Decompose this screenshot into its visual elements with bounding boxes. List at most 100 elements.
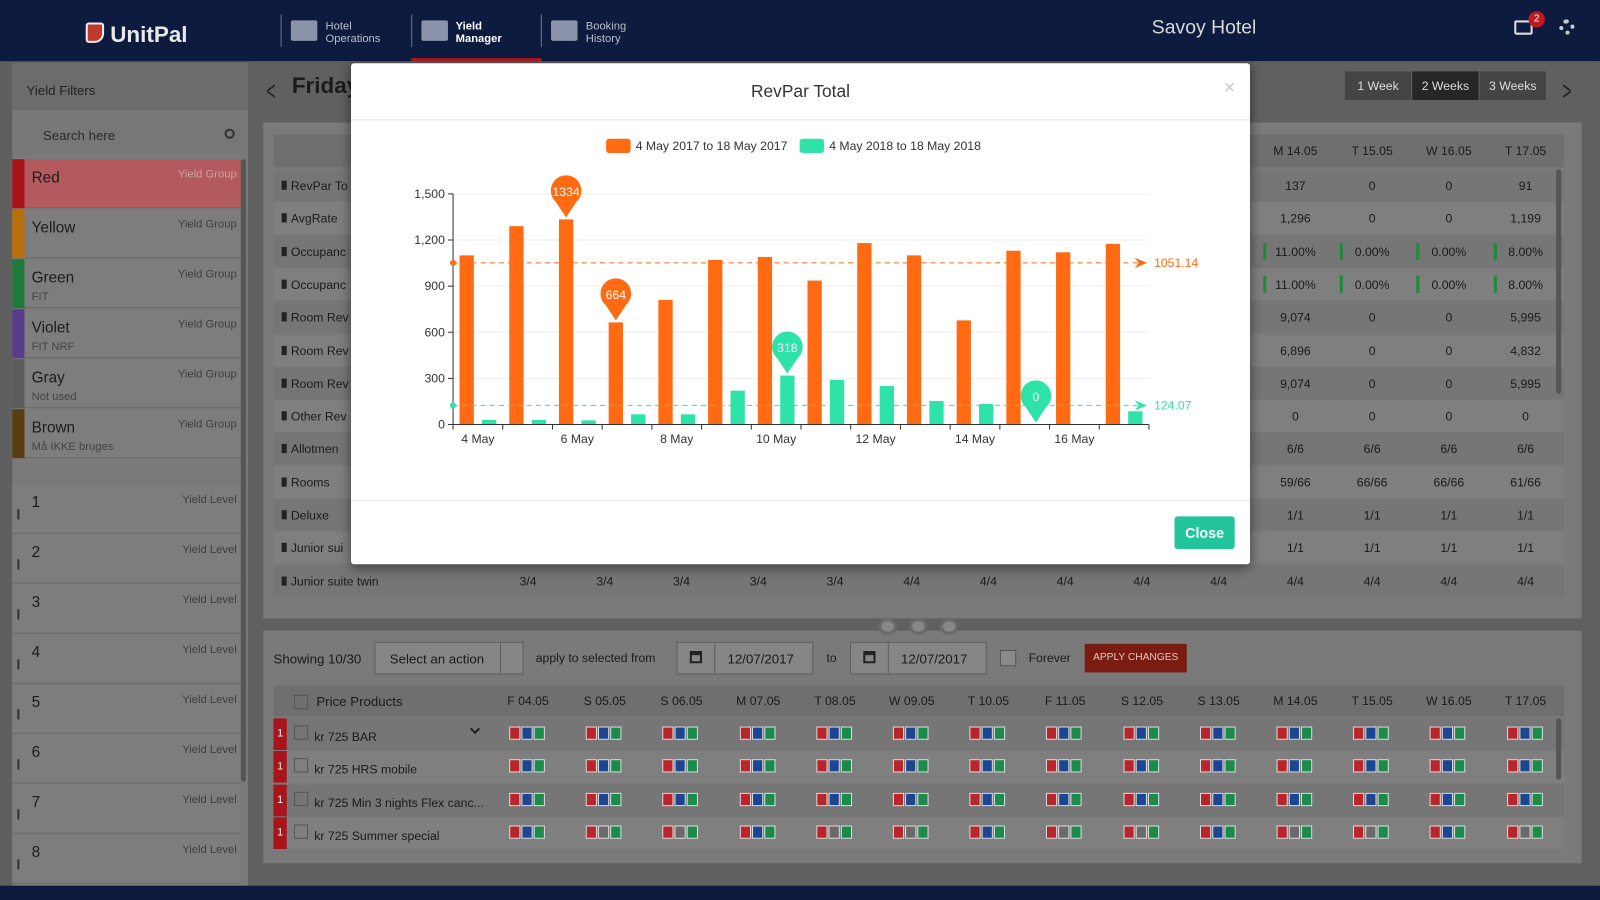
action-icon[interactable]	[1442, 792, 1454, 806]
action-icon[interactable]	[598, 825, 610, 839]
mail-icon[interactable]	[1514, 20, 1533, 35]
action-icon[interactable]	[905, 759, 917, 773]
action-icon[interactable]	[509, 825, 521, 839]
action-icon[interactable]	[1377, 759, 1389, 773]
action-icon[interactable]	[1276, 759, 1288, 773]
action-icon[interactable]	[533, 792, 545, 806]
action-icon[interactable]	[1531, 825, 1543, 839]
action-icon[interactable]	[1365, 726, 1377, 740]
action-icon[interactable]	[994, 792, 1006, 806]
action-icon[interactable]	[1377, 825, 1389, 839]
yield-group[interactable]	[12, 259, 241, 309]
action-icon[interactable]	[981, 726, 994, 740]
prev-arrow[interactable]: <	[266, 75, 276, 107]
action-icon[interactable]	[674, 759, 687, 773]
action-icon[interactable]	[1442, 759, 1454, 773]
action-icon[interactable]	[1518, 759, 1531, 773]
action-icon[interactable]	[1058, 759, 1070, 773]
action-icon[interactable]	[969, 825, 981, 839]
action-icon[interactable]	[840, 759, 852, 773]
action-icon[interactable]	[1531, 726, 1543, 740]
action-icon[interactable]	[969, 759, 981, 773]
action-icon[interactable]	[751, 759, 763, 773]
action-icon[interactable]	[828, 825, 840, 839]
action-icon[interactable]	[1135, 792, 1147, 806]
action-icon[interactable]	[1276, 726, 1288, 740]
action-icon[interactable]	[585, 825, 598, 839]
yield-level[interactable]	[12, 534, 241, 584]
action-icon[interactable]	[610, 759, 622, 773]
action-icon[interactable]	[687, 726, 699, 740]
action-icon[interactable]	[598, 726, 610, 740]
action-icon[interactable]	[687, 759, 699, 773]
checkbox[interactable]	[293, 791, 309, 806]
checkbox[interactable]	[293, 694, 309, 710]
action-icon[interactable]	[521, 759, 533, 773]
yield-level[interactable]	[12, 584, 241, 634]
action-icon[interactable]	[533, 759, 545, 773]
action-icon[interactable]	[662, 792, 674, 806]
action-icon[interactable]	[1199, 759, 1212, 773]
action-icon[interactable]	[1454, 726, 1466, 740]
range-button[interactable]: 2 Weeks	[1412, 71, 1479, 100]
action-icon[interactable]	[1288, 726, 1300, 740]
action-icon[interactable]	[1046, 726, 1058, 740]
action-icon[interactable]	[1429, 825, 1442, 839]
action-icon[interactable]	[828, 792, 840, 806]
action-icon[interactable]	[521, 825, 533, 839]
search-box[interactable]: Search here	[12, 114, 248, 156]
action-icon[interactable]	[1365, 792, 1377, 806]
modal-close-x[interactable]: ×	[1223, 76, 1236, 99]
action-icon[interactable]	[917, 726, 929, 740]
action-icon[interactable]	[1518, 726, 1531, 740]
action-icon[interactable]	[751, 726, 763, 740]
action-icon[interactable]	[1276, 792, 1288, 806]
action-icon[interactable]	[585, 726, 598, 740]
checkbox[interactable]	[293, 725, 309, 740]
action-icon[interactable]	[905, 792, 917, 806]
action-icon[interactable]	[1070, 825, 1083, 839]
action-icon[interactable]	[509, 726, 521, 740]
action-icon[interactable]	[598, 759, 610, 773]
action-icon[interactable]	[816, 726, 828, 740]
action-icon[interactable]	[1212, 792, 1224, 806]
action-icon[interactable]	[763, 792, 776, 806]
action-icon[interactable]	[1531, 792, 1543, 806]
action-icon[interactable]	[1442, 726, 1454, 740]
yield-group[interactable]	[12, 359, 241, 409]
action-icon[interactable]	[828, 726, 840, 740]
action-icon[interactable]	[687, 792, 699, 806]
action-icon[interactable]	[521, 792, 533, 806]
action-icon[interactable]	[1288, 792, 1300, 806]
action-icon[interactable]	[917, 759, 929, 773]
action-icon[interactable]	[828, 759, 840, 773]
action-icon[interactable]	[981, 825, 994, 839]
action-icon[interactable]	[840, 825, 852, 839]
action-icon[interactable]	[751, 825, 763, 839]
action-icon[interactable]	[521, 726, 533, 740]
action-icon[interactable]	[1135, 726, 1147, 740]
action-icon[interactable]	[816, 759, 828, 773]
action-icon[interactable]	[739, 759, 751, 773]
action-icon[interactable]	[739, 825, 751, 839]
action-icon[interactable]	[763, 726, 776, 740]
action-icon[interactable]	[1429, 726, 1442, 740]
action-icon[interactable]	[1531, 759, 1543, 773]
action-icon[interactable]	[892, 759, 905, 773]
close-button[interactable]: Close	[1174, 516, 1235, 549]
checkbox[interactable]	[293, 758, 309, 773]
action-icon[interactable]	[1518, 792, 1531, 806]
action-icon[interactable]	[1070, 759, 1083, 773]
action-icon[interactable]	[1365, 825, 1377, 839]
action-icon[interactable]	[610, 825, 622, 839]
next-arrow[interactable]: >	[1562, 75, 1572, 107]
action-icon[interactable]	[585, 759, 598, 773]
action-icon[interactable]	[1070, 792, 1083, 806]
action-select[interactable]: Select an action	[374, 641, 524, 675]
action-icon[interactable]	[1123, 759, 1135, 773]
action-icon[interactable]	[662, 726, 674, 740]
action-icon[interactable]	[1046, 825, 1058, 839]
settings-icon[interactable]	[1559, 19, 1575, 35]
action-icon[interactable]	[1365, 759, 1377, 773]
date-input[interactable]: 12/07/2017	[849, 641, 987, 675]
